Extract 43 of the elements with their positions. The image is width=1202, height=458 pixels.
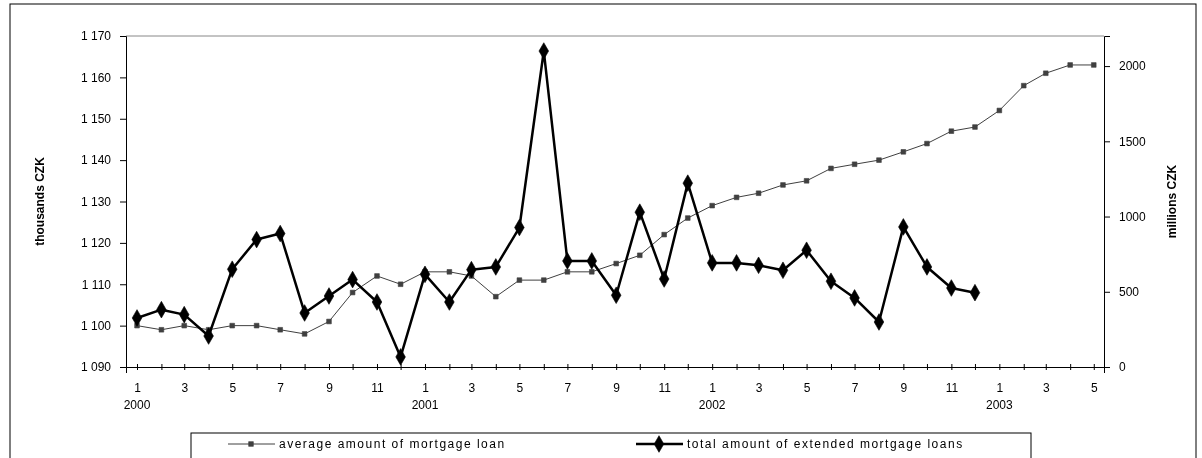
y-tick-label: 1 090 xyxy=(80,360,112,375)
x-tick-label: 11 xyxy=(658,380,672,395)
x-tick-label: 5 xyxy=(803,380,811,395)
text: 2002 xyxy=(698,398,726,412)
y2-tick-label: 1000 xyxy=(1119,209,1147,224)
y-tick-label: 1 130 xyxy=(80,194,112,209)
y-tick-label: 1 150 xyxy=(80,112,112,127)
text: 2003 xyxy=(986,398,1014,412)
y2-tick-label: 2000 xyxy=(1119,59,1147,74)
x-tick-label: 7 xyxy=(851,380,859,395)
text: 2001 xyxy=(411,398,439,412)
y2-tick-label: 1500 xyxy=(1119,134,1147,149)
x-tick-label: 3 xyxy=(1042,380,1050,395)
x-tick-label: 1 xyxy=(996,380,1004,395)
x-tick-label: 1 xyxy=(134,380,142,395)
y2-tick-label: 500 xyxy=(1119,285,1140,300)
x-tick-label: 7 xyxy=(277,380,285,395)
x-tick-label: 7 xyxy=(564,380,572,395)
x-tick-label: 5 xyxy=(229,380,237,395)
x-tick-label: 5 xyxy=(1090,380,1098,395)
y-tick-label: 1 160 xyxy=(80,70,112,85)
x-tick-label: 9 xyxy=(613,380,621,395)
x-tick-label: 11 xyxy=(945,380,959,395)
x-tick-label: 1 xyxy=(709,380,717,395)
x-tick-label: 9 xyxy=(326,380,334,395)
x-tick-label: 5 xyxy=(516,380,524,395)
text: 2000 xyxy=(123,398,151,412)
legend-label: average amount of mortgage loan xyxy=(279,437,506,451)
y-tick-label: 1 120 xyxy=(80,236,112,251)
x-tick-label: 1 xyxy=(422,380,430,395)
y-tick-label: 1 110 xyxy=(81,277,112,292)
x-tick-label: 9 xyxy=(900,380,908,395)
x-tick-label: 3 xyxy=(755,380,763,395)
x-tick-label: 11 xyxy=(371,380,385,395)
y-tick-label: 1 140 xyxy=(80,153,112,168)
y-tick-label: 1 100 xyxy=(80,318,112,333)
x-tick-label: 3 xyxy=(181,380,189,395)
y2-tick-label: 0 xyxy=(1119,360,1126,375)
y2-axis-title: millions CZK xyxy=(1165,164,1179,239)
legend-label: total amount of extended mortgage loans xyxy=(687,437,964,451)
y-tick-label: 1 170 xyxy=(80,29,112,44)
x-tick-label: 3 xyxy=(468,380,476,395)
y-axis-title: thousands CZK xyxy=(33,156,47,246)
